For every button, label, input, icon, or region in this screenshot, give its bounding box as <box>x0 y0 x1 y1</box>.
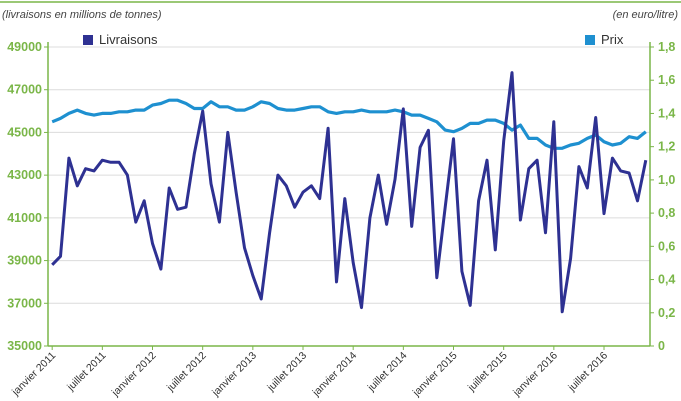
x-tick-label: janvier 2013 <box>209 350 259 400</box>
series-line-livraisons <box>51 71 648 314</box>
y-right-tick-label: 0,4 <box>658 273 675 287</box>
x-tick-label: juillet 2011 <box>64 350 108 394</box>
y-axis-left-ticks: 35000 37000 39000 41000 43000 45000 47000 49000 <box>7 40 48 353</box>
legend-swatch-prix <box>585 35 595 45</box>
y-right-tick-label: 1,0 <box>658 173 675 187</box>
x-axis-ticks: janvier 2011 juillet 2011 janvier 2012 juil… <box>9 346 610 399</box>
legend-label-prix: Prix <box>601 32 624 47</box>
y-right-tick-label: 0,6 <box>658 239 675 253</box>
x-tick-label: janvier 2011 <box>9 350 58 399</box>
legend-swatch-livraisons <box>83 35 93 45</box>
y-left-tick-label: 47000 <box>7 83 42 97</box>
x-tick-label: juillet 2012 <box>164 350 209 395</box>
x-tick-label: juillet 2016 <box>565 350 610 395</box>
series-line-prix <box>51 98 647 150</box>
y-left-tick-label: 49000 <box>7 40 42 54</box>
y-right-tick-label: 1,8 <box>658 40 675 54</box>
legend-label-livraisons: Livraisons <box>99 32 158 47</box>
axes <box>47 42 651 347</box>
right-axis-note: (en euro/litre) <box>613 9 679 21</box>
series-lines <box>51 71 648 314</box>
y-right-tick-label: 1,6 <box>658 73 675 87</box>
y-right-tick-label: 1,4 <box>658 106 675 120</box>
x-tick-label: juillet 2014 <box>365 350 410 395</box>
y-left-tick-label: 41000 <box>7 211 42 225</box>
left-axis-note: (livraisons en millions de tonnes) <box>2 9 162 21</box>
x-tick-label: juillet 2015 <box>465 350 510 395</box>
x-tick-label: juillet 2013 <box>264 350 309 395</box>
y-right-tick-label: 0,8 <box>658 206 675 220</box>
x-tick-label: janvier 2016 <box>510 350 560 400</box>
y-axis-right-ticks: 0 0,2 0,4 0,6 0,8 1,0 1,2 1,4 1,6 1,8 <box>650 40 675 353</box>
x-tick-label: janvier 2012 <box>109 350 159 400</box>
y-left-tick-label: 45000 <box>7 125 42 139</box>
y-left-tick-label: 39000 <box>7 254 42 268</box>
y-right-tick-label: 0 <box>658 339 665 353</box>
y-right-tick-label: 1,2 <box>658 140 675 154</box>
x-tick-label: janvier 2014 <box>310 350 360 400</box>
x-tick-label: janvier 2015 <box>410 350 460 400</box>
legend: Livraisons Prix <box>83 32 624 47</box>
y-left-tick-label: 37000 <box>7 296 42 310</box>
y-left-tick-label: 35000 <box>7 339 42 353</box>
y-right-tick-label: 0,2 <box>658 306 675 320</box>
y-left-tick-label: 43000 <box>7 168 42 182</box>
